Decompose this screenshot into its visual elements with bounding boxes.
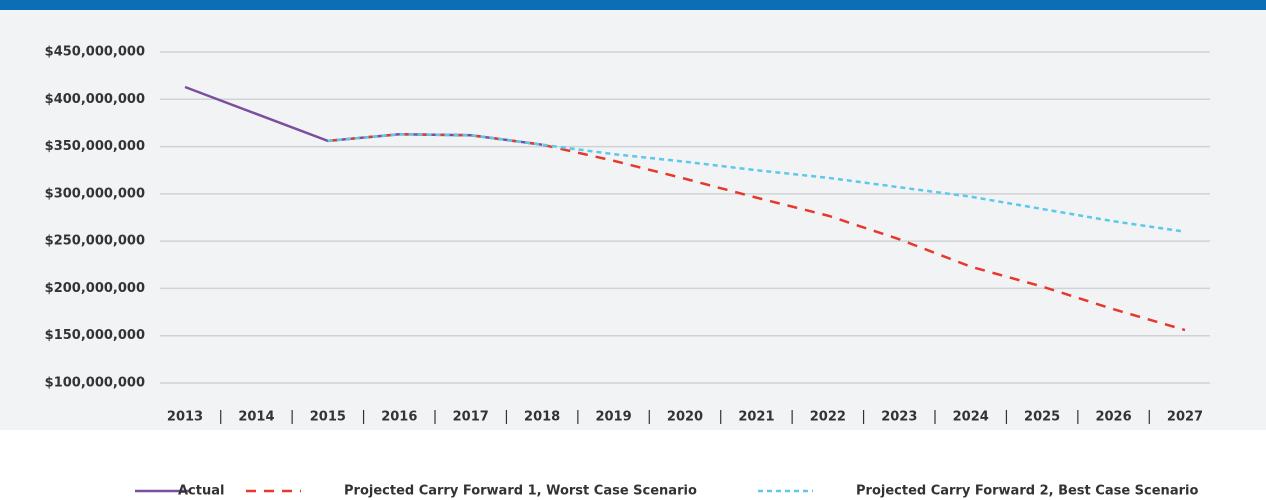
x-tick-label: 2016: [381, 410, 417, 425]
x-tick-label: 2017: [453, 410, 489, 425]
x-tick-label: 2027: [1167, 410, 1203, 425]
y-tick-label: $300,000,000: [45, 186, 145, 201]
series-line: [327, 133, 1186, 332]
x-tick-label: 2015: [310, 410, 346, 425]
legend-label: Projected Carry Forward 1, Worst Case Sc…: [344, 484, 697, 499]
y-tick-label: $250,000,000: [45, 234, 145, 249]
x-tick-label: 2014: [238, 410, 274, 425]
x-tick-label: 2025: [1024, 410, 1060, 425]
top-bar: [0, 0, 1266, 10]
x-tick-label: 2020: [667, 410, 703, 425]
legend-label: Projected Carry Forward 2, Best Case Sce…: [856, 484, 1198, 499]
y-tick-label: $100,000,000: [45, 376, 145, 391]
y-tick-label: $400,000,000: [45, 92, 145, 107]
panel: [0, 10, 1266, 430]
x-tick-label: 2022: [810, 410, 846, 425]
legend-label: Actual: [178, 484, 224, 499]
x-tick-label: 2026: [1095, 410, 1131, 425]
x-tick-label: 2021: [738, 410, 774, 425]
y-tick-label: $450,000,000: [45, 45, 145, 60]
y-tick-label: $200,000,000: [45, 281, 145, 296]
x-tick-label: 2018: [524, 410, 560, 425]
x-tick-label: 2023: [881, 410, 917, 425]
y-tick-label: $150,000,000: [45, 328, 145, 343]
x-tick-label: 2013: [167, 410, 203, 425]
x-tick-label: 2019: [595, 410, 631, 425]
y-tick-label: $350,000,000: [45, 139, 145, 154]
x-tick-label: 2024: [953, 410, 989, 425]
